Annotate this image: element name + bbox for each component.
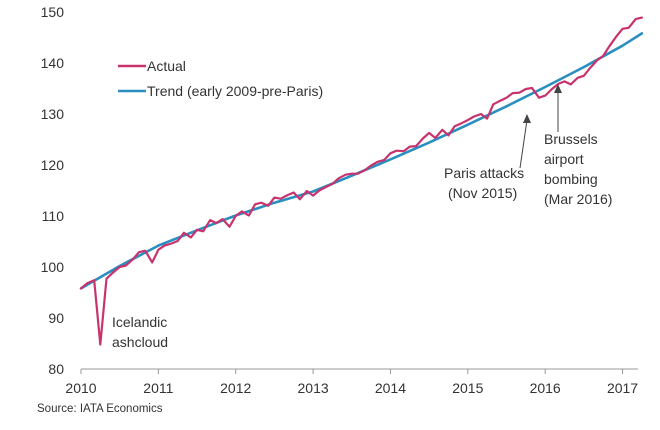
y-tick-label: 100 (41, 259, 65, 275)
y-tick-label: 90 (48, 310, 64, 326)
annotation-ashcloud-line-1: Icelandic (112, 314, 167, 330)
x-tick-label: 2013 (298, 380, 329, 396)
y-tick-label: 120 (41, 157, 65, 173)
legend-label-actual: Actual (147, 58, 186, 74)
annotation-brussels-line-1: Brussels (544, 131, 598, 147)
annotation-brussels-line-2: airport (544, 151, 584, 167)
x-tick-label: 2015 (452, 380, 483, 396)
x-axis: 2010 2011 2012 2013 2014 2015 2016 2017 (65, 368, 638, 396)
annotation-paris-arrowhead (523, 114, 531, 123)
annotation-paris-arrow (519, 119, 528, 169)
annotation-ashcloud-line-2: ashcloud (112, 334, 168, 350)
source-note: Source: IATA Economics (37, 403, 163, 415)
annotation-paris-line-2: (Nov 2015) (448, 185, 517, 201)
x-tick-label: 2011 (143, 380, 173, 396)
y-tick-label: 130 (41, 106, 65, 122)
annotation-brussels-line-3: bombing (544, 171, 598, 187)
y-tick-label: 140 (41, 55, 65, 71)
x-tick-label: 2017 (607, 380, 638, 396)
x-tick-label: 2012 (220, 380, 251, 396)
annotation-brussels-line-4: (Mar 2016) (544, 191, 612, 207)
y-tick-label: 150 (41, 4, 65, 20)
y-axis: 80 90 100 110 120 130 140 150 (41, 4, 65, 377)
legend-label-trend: Trend (early 2009-pre-Paris) (147, 83, 323, 99)
y-tick-label: 80 (48, 361, 64, 377)
legend: Actual Trend (early 2009-pre-Paris) (118, 58, 323, 99)
annotation-brussels: Brussels airport bombing (Mar 2016) (544, 84, 612, 207)
annotation-paris: Paris attacks (Nov 2015) (444, 114, 531, 201)
series-line-trend (79, 32, 644, 290)
series-line-actual (79, 16, 643, 346)
series-layer (79, 16, 644, 346)
x-tick-label: 2016 (530, 380, 561, 396)
x-tick-label: 2014 (375, 380, 406, 396)
annotation-brussels-arrowhead (554, 84, 562, 93)
annotation-paris-line-1: Paris attacks (444, 165, 524, 181)
x-tick-label: 2010 (65, 380, 96, 396)
y-tick-label: 110 (42, 208, 65, 224)
annotation-ashcloud: Icelandic ashcloud (112, 314, 168, 350)
